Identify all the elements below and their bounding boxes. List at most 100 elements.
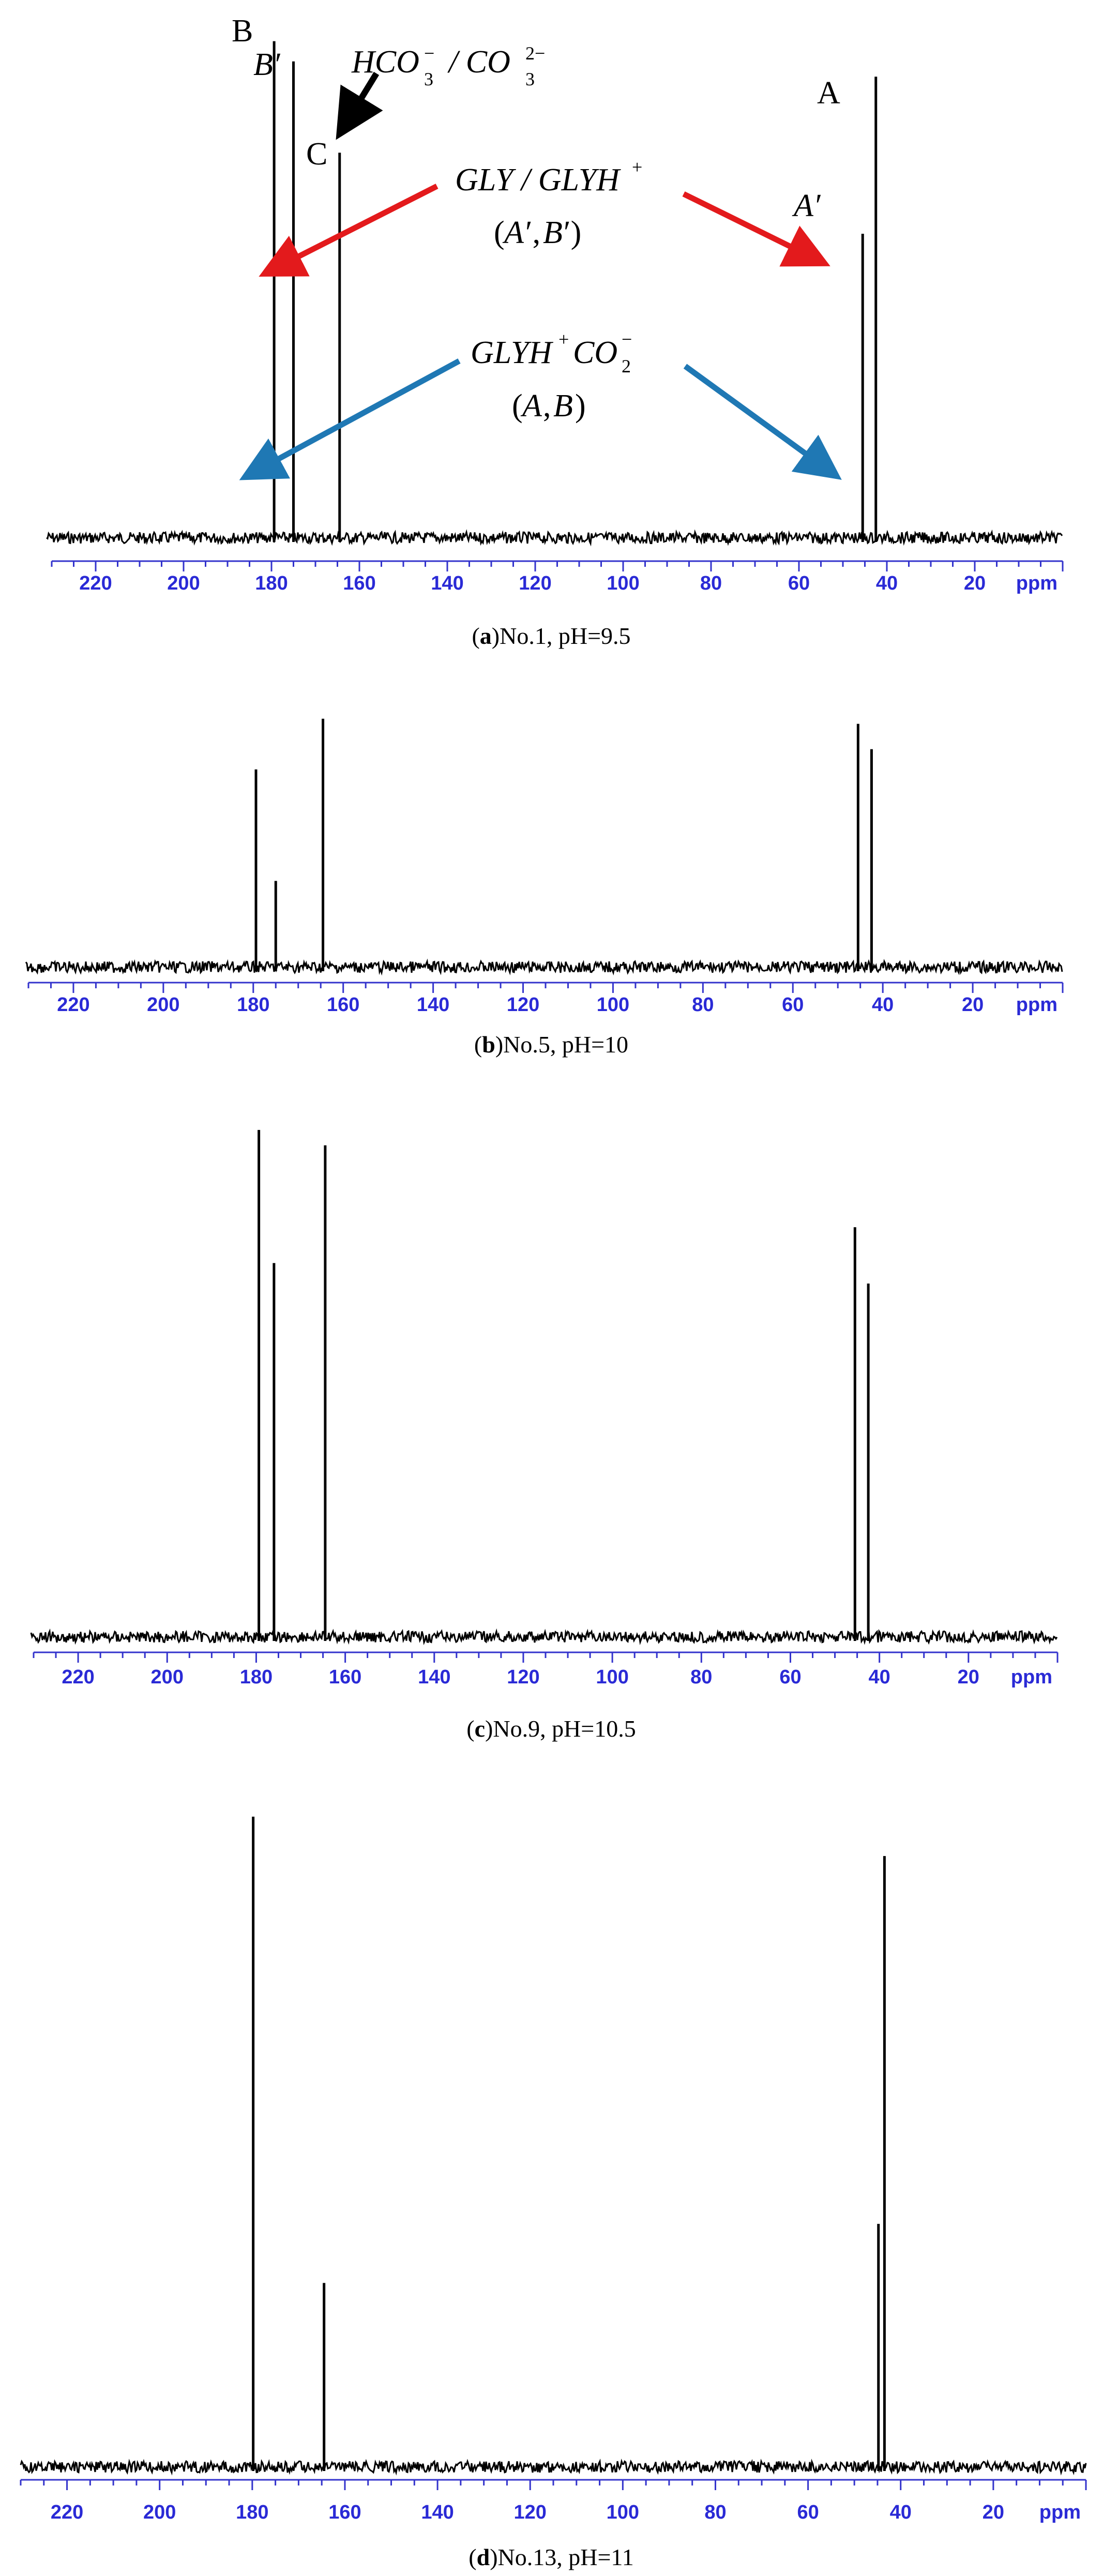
tick-label: 20: [962, 994, 984, 1016]
spectrum-panel-a: 220 200 180 160 140 120 100 80 60 40 20 ppm B B′ C …: [46, 13, 1064, 649]
caption-c: (c)No.9, pH=10.5: [466, 1715, 636, 1742]
baseline-noise: [46, 529, 1063, 547]
tick-label: 80: [690, 1666, 712, 1688]
tick-label: 160: [343, 573, 375, 594]
blue-arrow-left: [239, 358, 461, 480]
x-axis-d: 220 200 180 160 140 120 100 80 60 40 20 ppm: [20, 2479, 1087, 2523]
svg-text:GLYH: GLYH: [471, 335, 553, 370]
annotation-gly: GLY / GLYH + ( A ′, B ′): [455, 157, 642, 250]
baseline-noise: [30, 1628, 1058, 1646]
tick-label: 80: [692, 994, 714, 1016]
peak-label-a-2: C: [306, 137, 327, 172]
x-unit-label: ppm: [1011, 1666, 1052, 1688]
tick-label: 120: [519, 573, 551, 594]
tick-label: 60: [797, 2502, 819, 2523]
spectrum-trace-b: [25, 718, 1063, 976]
svg-text:−: −: [424, 43, 434, 64]
tick-label: 20: [964, 573, 986, 594]
peak-label-a-3: A′: [792, 188, 821, 223]
peak-label-a-0: B: [232, 13, 253, 49]
x-axis-b: 220 200 180 160 140 120 100 80 60 40 20 ppm: [27, 982, 1064, 1016]
peak-label-a-4: A: [817, 76, 840, 111]
svg-text:(: (: [494, 215, 505, 250]
svg-text:B: B: [543, 215, 563, 250]
tick-label: 140: [421, 2502, 454, 2523]
tick-label: 140: [418, 1666, 450, 1688]
svg-text:(: (: [512, 388, 523, 424]
svg-text:A: A: [520, 388, 542, 424]
svg-text:): ): [575, 388, 586, 424]
svg-text:+: +: [558, 329, 569, 350]
spectrum-trace-a: [46, 41, 1063, 547]
tick-label: 60: [782, 994, 804, 1016]
tick-label: 40: [869, 1666, 890, 1688]
svg-text:+: +: [632, 157, 642, 177]
tick-label: 20: [983, 2502, 1004, 2523]
svg-text:A: A: [502, 215, 524, 250]
svg-text:3: 3: [525, 69, 535, 89]
svg-text:/ CO: / CO: [447, 44, 510, 80]
tick-label: 100: [596, 1666, 628, 1688]
peak-label-a-1: B′: [253, 47, 281, 82]
tick-label: 200: [147, 994, 179, 1016]
caption-d: (d)No.13, pH=11: [469, 2544, 633, 2570]
tick-label: 40: [890, 2502, 912, 2523]
svg-text:2−: 2−: [525, 43, 545, 64]
black-arrow: [336, 71, 383, 140]
svg-text:3: 3: [424, 69, 433, 89]
svg-text:,: ,: [543, 388, 551, 424]
tick-label: 80: [700, 573, 722, 594]
tick-label: 180: [236, 2502, 268, 2523]
spectrum-panel-d: 220 200 180 160 140 120 100 80 60 40 20 ppm (d)No.1…: [20, 1816, 1087, 2570]
spectrum-trace-c: [30, 1129, 1058, 1646]
tick-label: 80: [704, 2502, 726, 2523]
tick-label: 100: [607, 573, 639, 594]
x-unit-label: ppm: [1039, 2502, 1081, 2523]
tick-label: 200: [151, 1666, 184, 1688]
tick-label: 220: [51, 2502, 83, 2523]
svg-text:′,: ′,: [525, 215, 540, 250]
svg-text:GLY / GLYH: GLY / GLYH: [455, 162, 621, 198]
x-unit-label: ppm: [1016, 994, 1057, 1016]
blue-arrow-right: [683, 364, 842, 480]
x-axis-a: 220 200 180 160 140 120 100 80 60 40 20 ppm: [51, 560, 1064, 594]
red-arrow-right: [682, 191, 830, 267]
svg-text:′): ′): [564, 215, 581, 250]
tick-label: 180: [237, 994, 269, 1016]
tick-label: 200: [143, 2502, 176, 2523]
tick-label: 140: [417, 994, 449, 1016]
tick-label: 160: [328, 2502, 361, 2523]
tick-label: 40: [872, 994, 894, 1016]
tick-label: 220: [57, 994, 89, 1016]
tick-label: 220: [79, 573, 112, 594]
tick-label: 160: [327, 994, 359, 1016]
tick-label: 120: [507, 994, 539, 1016]
x-unit-label: ppm: [1016, 573, 1057, 594]
caption-b: (b)No.5, pH=10: [474, 1031, 628, 1058]
red-arrow-left: [259, 184, 439, 277]
spectrum-panel-c: 220 200 180 160 140 120 100 80 60 40 20 ppm (c)No.9…: [30, 1129, 1059, 1742]
baseline-noise: [20, 2458, 1087, 2476]
tick-label: 200: [167, 573, 200, 594]
annotation-bicarbonate: HCO − 3 / CO 2− 3: [351, 43, 545, 89]
svg-text:2: 2: [622, 356, 631, 376]
svg-text:B: B: [553, 388, 573, 424]
caption-a: (a)No.1, pH=9.5: [472, 623, 630, 649]
svg-text:−: −: [622, 329, 632, 350]
baseline-noise: [25, 958, 1063, 976]
tick-label: 140: [431, 573, 463, 594]
tick-label: 20: [958, 1666, 979, 1688]
tick-label: 160: [329, 1666, 361, 1688]
tick-label: 120: [507, 1666, 539, 1688]
tick-label: 180: [255, 573, 288, 594]
tick-label: 100: [607, 2502, 639, 2523]
tick-label: 100: [597, 994, 629, 1016]
tick-label: 180: [240, 1666, 273, 1688]
spectrum-panel-b: 220 200 180 160 140 120 100 80 60 40 20 ppm (b)No.5…: [25, 718, 1064, 1058]
tick-label: 120: [514, 2502, 547, 2523]
x-axis-c: 220 200 180 160 140 120 100 80 60 40 20 ppm: [33, 1651, 1059, 1688]
tick-label: 40: [876, 573, 898, 594]
tick-label: 60: [788, 573, 810, 594]
tick-label: 60: [779, 1666, 801, 1688]
